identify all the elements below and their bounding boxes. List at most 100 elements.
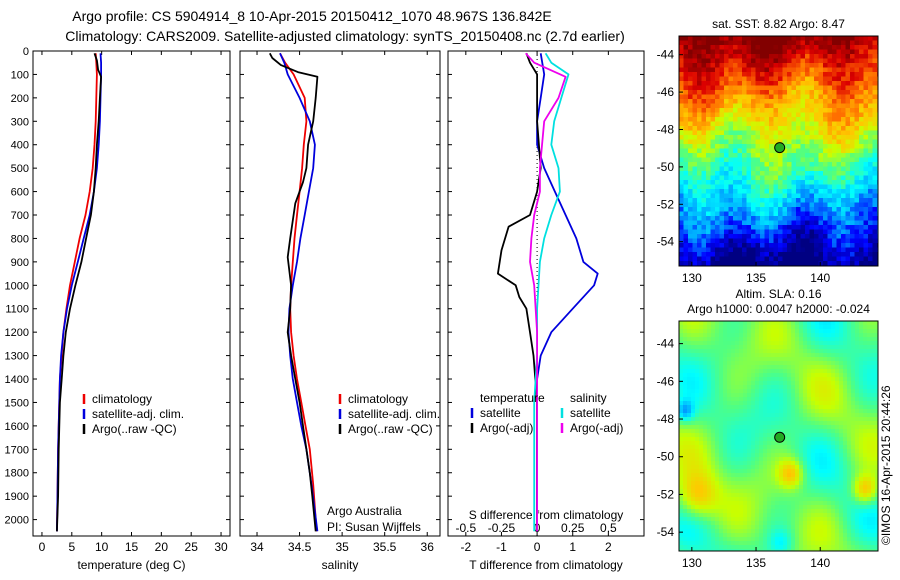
map-cell (679, 497, 684, 502)
map-cell (731, 361, 736, 366)
map-cell (831, 373, 836, 378)
map-cell (727, 341, 732, 346)
map-cell (739, 477, 744, 482)
map-cell (871, 457, 876, 462)
map-cell (799, 357, 804, 362)
map-cell (715, 67, 720, 73)
map-cell (787, 509, 792, 514)
map-cell (687, 325, 692, 330)
map-cell (751, 157, 756, 163)
map-cell (723, 429, 728, 434)
map-cell (706, 130, 711, 136)
map-cell (832, 234, 837, 239)
map-cell (803, 469, 808, 474)
map-cell (683, 180, 689, 185)
legend-label: Argo(-adj) (570, 421, 623, 435)
map-cell (724, 175, 729, 181)
map-cell (759, 349, 764, 354)
map-cell (787, 477, 792, 482)
map-cell (831, 441, 836, 446)
map-cell (699, 373, 704, 378)
map-cell (796, 261, 801, 266)
map-cell (823, 81, 828, 86)
map-cell (692, 72, 698, 77)
map-cell (759, 429, 764, 434)
map-cell (871, 413, 876, 418)
map-cell (755, 505, 760, 510)
map-cell (811, 497, 816, 502)
map-cell (819, 485, 824, 490)
map-cell (771, 417, 776, 422)
map-cell (775, 377, 780, 382)
map-cell (743, 417, 748, 422)
map-cell (711, 449, 716, 454)
map-cell (763, 449, 768, 454)
map-cell (872, 36, 878, 41)
map-cell (683, 126, 689, 131)
map-cell (863, 126, 869, 131)
map-cell (796, 36, 801, 41)
map-cell (841, 243, 846, 248)
map-cell (735, 373, 740, 378)
map-cell (715, 72, 720, 77)
map-cell (764, 184, 770, 190)
map-cell (711, 397, 716, 402)
map-cell (691, 445, 696, 450)
map-cell (836, 211, 842, 217)
map-cell (773, 126, 779, 131)
map-cell (727, 449, 732, 454)
map-cell (868, 148, 873, 154)
map-cell (827, 397, 832, 402)
map-cell (697, 45, 702, 50)
map-cell (719, 365, 724, 370)
map-cell (691, 397, 696, 402)
map-cell (841, 90, 846, 95)
map-cell (807, 405, 812, 410)
map-cell (683, 85, 689, 91)
map-cell (763, 413, 768, 418)
map-cell (723, 453, 728, 458)
map-cell (679, 252, 684, 257)
map-cell (679, 433, 684, 438)
map-cell (807, 481, 812, 486)
map-cell (763, 401, 768, 406)
map-cell (779, 361, 784, 366)
map-cell (782, 211, 788, 217)
map-cell (759, 449, 764, 454)
map-cell (764, 94, 770, 100)
map-cell (778, 112, 783, 118)
map-cell (731, 449, 736, 454)
map-cell (723, 493, 728, 498)
map-cell (697, 243, 702, 248)
map-cell (767, 333, 772, 338)
map-cell (751, 361, 756, 366)
map-cell (823, 493, 828, 498)
map-cell (764, 139, 770, 145)
map-cell (807, 329, 812, 334)
map-cell (697, 171, 702, 176)
map-cell (737, 220, 743, 226)
map-cell (759, 457, 764, 462)
map-cell (683, 337, 688, 342)
map-cell (719, 477, 724, 482)
map-cell (778, 171, 783, 176)
map-cell (735, 385, 740, 390)
map-cell (687, 441, 692, 446)
map-cell (688, 211, 693, 217)
map-cell (773, 238, 779, 244)
map-cell (711, 465, 716, 470)
map-cell (687, 365, 692, 370)
map-cell (773, 193, 779, 199)
map-cell (719, 103, 725, 109)
map-cell (841, 40, 846, 46)
map-cell (723, 477, 728, 482)
map-cell (851, 469, 856, 474)
map-cell (823, 72, 828, 77)
map-cell (688, 202, 693, 208)
map-cell (839, 377, 844, 382)
map-cell (691, 441, 696, 446)
map-cell (751, 256, 756, 262)
map-cell (863, 211, 869, 217)
map-cell (706, 108, 711, 113)
map-cell (679, 357, 684, 362)
